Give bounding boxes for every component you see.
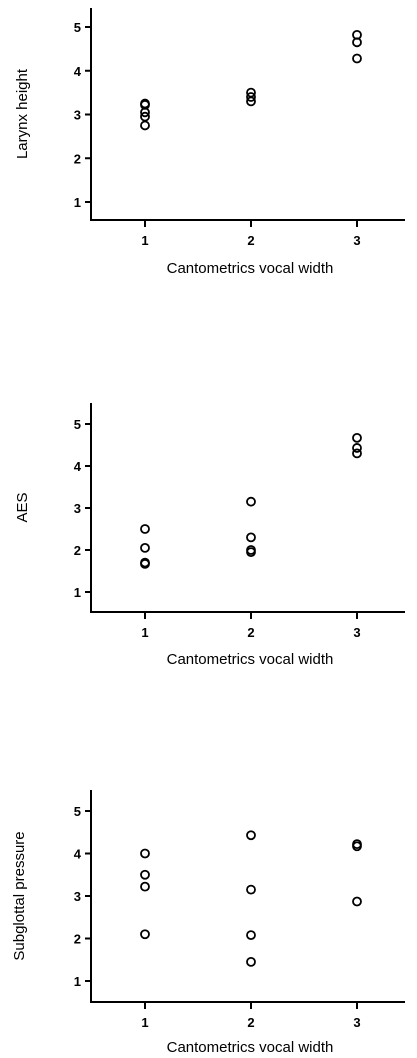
- x-tick-label: 3: [353, 233, 360, 248]
- data-point: [246, 956, 256, 967]
- data-point: [246, 930, 256, 940]
- x-tick-label: 3: [353, 625, 360, 640]
- y-tick-label: 4: [74, 459, 82, 474]
- data-point: [140, 120, 150, 131]
- chart-panel-2: 1 2 3 4 5 1 2 3 Cantometrics vocal width AES: [14, 403, 405, 668]
- chart-panel-1: 1 2 3 4 5 1 2 3 Cantometrics vocal width Larynx h…: [14, 8, 405, 277]
- data-point: [140, 107, 150, 118]
- data-point: [352, 896, 362, 907]
- data-point: [352, 443, 362, 453]
- x-tick-label: 1: [141, 625, 148, 640]
- data-point: [140, 881, 150, 892]
- y-tick-label: 4: [74, 64, 82, 79]
- y-axis-title: Larynx height: [14, 68, 31, 159]
- data-point: [352, 37, 362, 48]
- x-tick-label: 1: [141, 233, 148, 248]
- data-point: [246, 884, 256, 895]
- y-tick-label: 5: [74, 20, 81, 35]
- data-point: [140, 848, 150, 859]
- x-tick-label: 1: [141, 1015, 148, 1030]
- data-point: [140, 558, 150, 569]
- y-tick-label: 2: [74, 543, 81, 558]
- chart-panel-3: 1 2 3 4 5 1 2 3 Cantometrics vocal width Subglott…: [11, 790, 405, 1056]
- y-axis-title: Subglottal pressure: [11, 831, 28, 960]
- data-point: [140, 543, 150, 553]
- y-tick-label: 3: [74, 108, 81, 123]
- data-point: [246, 96, 256, 107]
- y-tick-label: 5: [74, 804, 81, 819]
- data-point: [352, 448, 362, 459]
- y-tick-label: 2: [74, 151, 81, 166]
- y-tick-label: 1: [74, 195, 81, 210]
- x-axis-title: Cantometrics vocal width: [167, 651, 334, 668]
- y-tick-label: 1: [74, 585, 81, 600]
- x-tick-label: 2: [247, 1015, 254, 1030]
- data-point: [352, 432, 362, 443]
- x-tick-label: 3: [353, 1015, 360, 1030]
- data-point: [246, 547, 256, 557]
- y-axis-title: AES: [14, 492, 31, 522]
- y-tick-label: 3: [74, 501, 81, 516]
- data-point: [352, 841, 362, 852]
- y-tick-label: 3: [74, 889, 81, 904]
- x-tick-label: 2: [247, 625, 254, 640]
- data-point: [246, 532, 256, 543]
- data-point: [140, 524, 150, 534]
- y-tick-label: 1: [74, 974, 81, 989]
- x-axis-title: Cantometrics vocal width: [167, 1039, 334, 1056]
- y-tick-label: 5: [74, 417, 81, 432]
- data-point: [246, 496, 256, 507]
- data-point: [140, 869, 150, 880]
- x-tick-label: 2: [247, 233, 254, 248]
- x-axis-title: Cantometrics vocal width: [167, 260, 334, 277]
- data-point: [246, 830, 256, 841]
- y-tick-label: 4: [74, 847, 82, 862]
- data-point: [352, 53, 362, 64]
- y-tick-label: 2: [74, 932, 81, 947]
- data-point: [140, 929, 150, 940]
- data-point: [246, 92, 256, 102]
